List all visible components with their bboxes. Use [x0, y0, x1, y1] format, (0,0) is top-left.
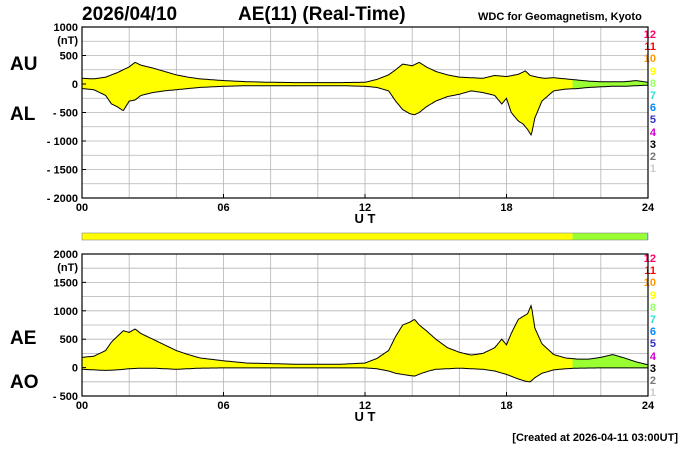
- ae-label: AE: [10, 328, 37, 349]
- y-tick-label: - 1500: [47, 165, 78, 177]
- station-level-7: 7: [649, 90, 656, 103]
- station-level-9: 9: [649, 65, 656, 78]
- station-level-11: 11: [644, 265, 656, 278]
- x-tick-label: 12: [359, 202, 371, 214]
- chart-title: AE(11) (Real-Time): [238, 4, 406, 25]
- station-level-2: 2: [649, 375, 656, 388]
- y-tick-label: - 500: [53, 108, 78, 120]
- area-fill-green: [572, 354, 648, 369]
- y-tick-label: - 2000: [47, 193, 78, 205]
- series-line-al: [81, 84, 649, 137]
- station-level-5: 5: [649, 338, 656, 351]
- y-tick-label: 500: [60, 51, 78, 63]
- x-tick-label: 18: [500, 400, 512, 412]
- y-tick-label: 500: [60, 334, 78, 346]
- y-unit-label: (nT): [57, 35, 78, 47]
- ao-label: AO: [10, 372, 39, 393]
- station-level-8: 8: [649, 301, 656, 314]
- y-tick-label: - 500: [53, 391, 78, 403]
- y-tick-label: 2000: [54, 249, 78, 261]
- x-tick-label: 00: [76, 400, 88, 412]
- y-tick-label: 0: [72, 79, 78, 91]
- x-tick-label: 24: [642, 202, 655, 214]
- coverage-segment: [82, 233, 573, 240]
- coverage-segment: [646, 233, 648, 240]
- series-line-ao: [82, 367, 648, 383]
- station-level-7: 7: [649, 314, 656, 327]
- station-level-12: 12: [643, 253, 656, 265]
- x-tick-label: 24: [642, 400, 655, 412]
- station-level-1: 1: [649, 163, 656, 176]
- station-level-9: 9: [649, 289, 656, 302]
- y-tick-label: - 1000: [47, 136, 78, 148]
- station-level-2: 2: [649, 151, 656, 164]
- area-fill-yellow: [82, 62, 573, 135]
- x-tick-label: 06: [217, 400, 229, 412]
- station-level-12: 12: [643, 29, 656, 41]
- y-tick-label: 1000: [54, 306, 78, 318]
- station-count-legend-bottom: 12 11 10 9 8 7 6 5 4 3 2 1: [636, 253, 656, 399]
- al-label: AL: [10, 104, 36, 125]
- station-level-1: 1: [649, 387, 656, 400]
- station-level-5: 5: [649, 114, 656, 127]
- area-fill-green: [572, 79, 648, 89]
- x-tick-label: 06: [217, 202, 229, 214]
- x-tick-label: 12: [359, 400, 371, 412]
- x-tick-label: 00: [76, 202, 88, 214]
- y-unit-label: (nT): [57, 262, 78, 274]
- station-level-8: 8: [649, 77, 656, 90]
- station-level-3: 3: [649, 362, 656, 375]
- coverage-bar: [81, 232, 649, 241]
- station-level-10: 10: [643, 277, 656, 290]
- coverage-segment: [572, 233, 647, 240]
- y-tick-label: 0: [72, 363, 78, 375]
- x-axis-label: U T: [355, 409, 376, 424]
- x-tick-label: 18: [500, 202, 512, 214]
- created-timestamp: [Created at 2026-04-11 03:00UT]: [512, 432, 678, 444]
- station-level-10: 10: [643, 53, 656, 66]
- y-tick-label: 1500: [54, 277, 78, 289]
- station-level-4: 4: [649, 126, 656, 139]
- station-level-3: 3: [649, 138, 656, 151]
- station-level-6: 6: [649, 326, 656, 339]
- data-source-label: WDC for Geomagnetism, Kyoto: [478, 11, 642, 23]
- au-label: AU: [10, 54, 38, 75]
- station-level-6: 6: [649, 102, 656, 115]
- series-line-au: [82, 61, 649, 84]
- station-level-11: 11: [644, 41, 656, 54]
- station-count-legend-top: 12 11 10 9 8 7 6 5 4 3 2 1: [636, 29, 656, 175]
- x-axis-label: U T: [355, 211, 376, 226]
- area-fill-yellow: [82, 305, 573, 382]
- station-level-4: 4: [649, 350, 656, 363]
- y-tick-label: 1000: [54, 22, 78, 34]
- chart-date: 2026/04/10: [82, 4, 178, 25]
- series-line-ae: [81, 304, 649, 366]
